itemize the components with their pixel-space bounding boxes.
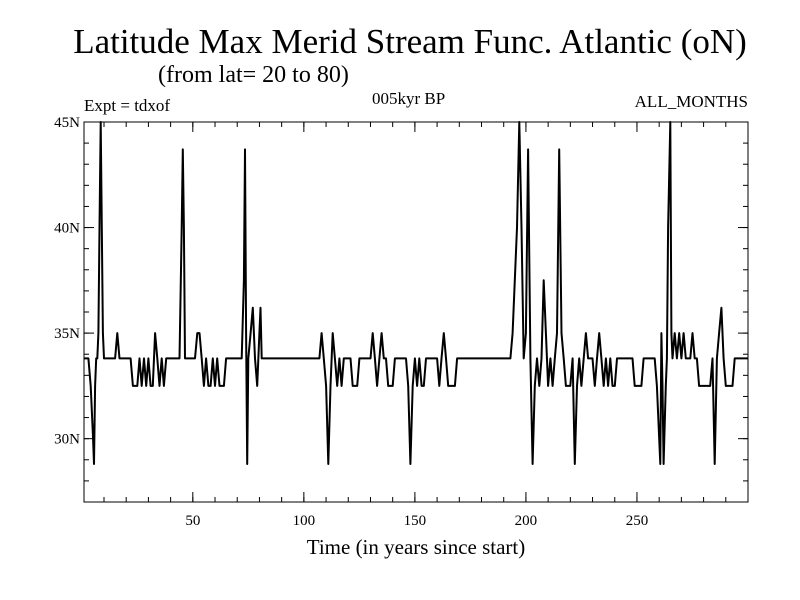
- chart-subtitle: (from lat= 20 to 80): [158, 62, 349, 88]
- y-tick-label: 30N: [54, 432, 80, 448]
- y-tick-label: 40N: [54, 221, 80, 237]
- period-label: 005kyr BP: [372, 89, 446, 108]
- x-tick-label: 250: [626, 513, 649, 529]
- x-tick-label: 200: [515, 513, 538, 529]
- months-label: ALL_MONTHS: [634, 92, 748, 111]
- x-tick-label: 100: [293, 513, 316, 529]
- x-tick-label: 150: [404, 513, 427, 529]
- x-tick-label: 50: [185, 513, 200, 529]
- tick-labels: 50 100 150 200 250 30N 35N 40N 45N: [54, 115, 648, 529]
- plot-frame: [83, 121, 749, 503]
- x-axis-label: Time (in years since start): [306, 535, 526, 559]
- y-tick-label: 45N: [54, 115, 80, 131]
- experiment-label: Expt = tdxof: [84, 96, 171, 115]
- y-tick-label: 35N: [54, 326, 80, 342]
- series-line: [84, 121, 748, 465]
- chart-title: Latitude Max Merid Stream Func. Atlantic…: [73, 22, 747, 61]
